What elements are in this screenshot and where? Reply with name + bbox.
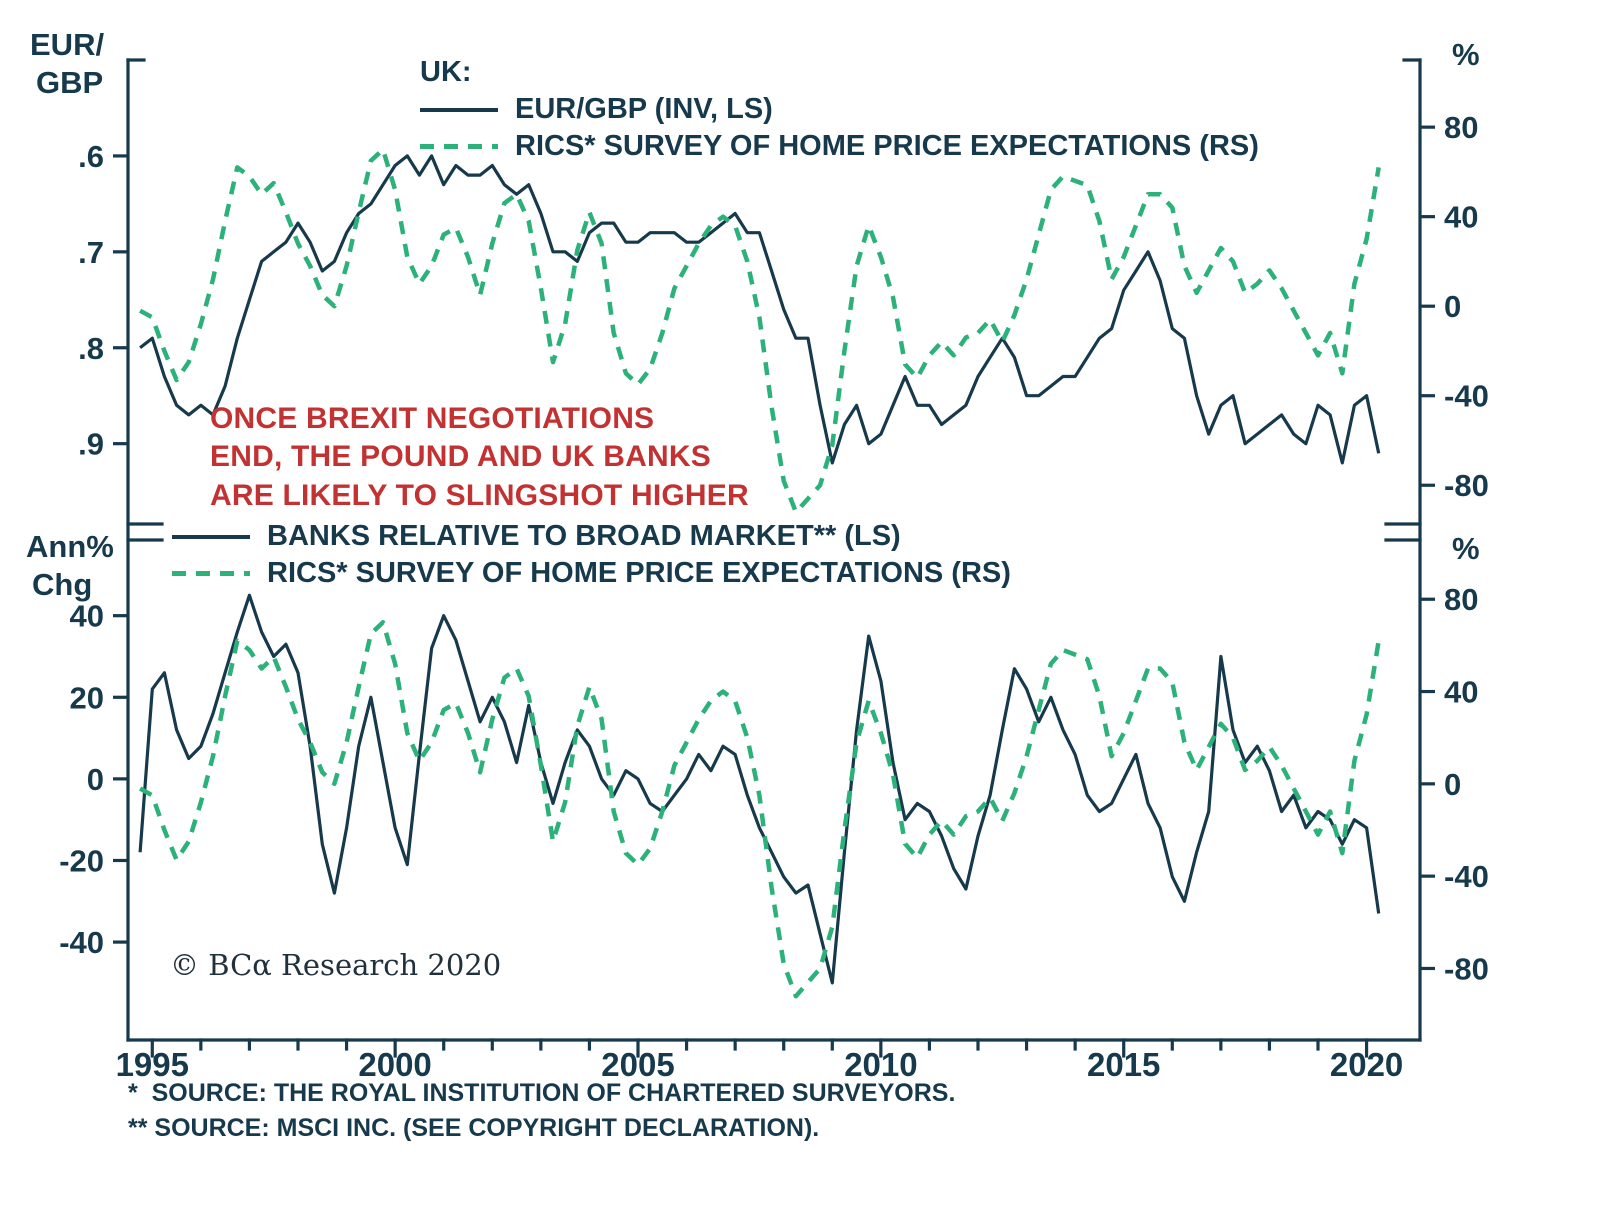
solid-line-swatch bbox=[172, 534, 250, 539]
legend-label: RICS* SURVEY OF HOME PRICE EXPECTATIONS … bbox=[515, 130, 1259, 162]
rics-line-top bbox=[139, 147, 1381, 515]
x-axis-label: 2020 bbox=[1330, 1046, 1403, 1083]
axis-unit-line: Ann% bbox=[26, 529, 114, 564]
eur-gbp-line bbox=[139, 154, 1381, 465]
legend-row-rics-top: RICS* SURVEY OF HOME PRICE EXPECTATIONS … bbox=[420, 128, 1259, 165]
legend-label: BANKS RELATIVE TO BROAD MARKET** (LS) bbox=[267, 520, 901, 552]
solid-line-swatch bbox=[420, 107, 498, 112]
brexit-annotation: ONCE BREXIT NEGOTIATIONS END, THE POUND … bbox=[210, 400, 749, 515]
left-tick-label: 40 bbox=[70, 599, 104, 634]
legend-row-eur-gbp: EUR/GBP (INV, LS) bbox=[420, 91, 1259, 128]
legend-row-banks: BANKS RELATIVE TO BROAD MARKET** (LS) bbox=[172, 518, 1011, 555]
left-tick-label: 0 bbox=[87, 762, 104, 797]
right-tick-label: 80 bbox=[1444, 582, 1478, 617]
left-tick-label: 20 bbox=[70, 680, 104, 715]
axis-unit-line: EUR/ bbox=[30, 27, 105, 62]
left-tick-label: -20 bbox=[59, 843, 104, 878]
left-tick-label: .7 bbox=[78, 235, 104, 270]
dashed-line-swatch bbox=[420, 144, 498, 149]
legend-label: EUR/GBP (INV, LS) bbox=[515, 93, 773, 125]
bottom-legend: BANKS RELATIVE TO BROAD MARKET** (LS) RI… bbox=[172, 518, 1011, 592]
right-tick-label: 40 bbox=[1444, 675, 1478, 710]
right-tick-label: 80 bbox=[1444, 110, 1478, 145]
copyright: © BCα Research 2020 bbox=[170, 948, 502, 982]
bottom-right-axis-unit: % bbox=[1452, 531, 1480, 566]
x-axis-label: 2015 bbox=[1087, 1046, 1160, 1083]
left-tick-label: -40 bbox=[59, 925, 104, 960]
x-axis-label: 2010 bbox=[844, 1046, 917, 1083]
banks-line bbox=[138, 593, 1381, 985]
right-tick-label: -40 bbox=[1444, 379, 1489, 414]
footnotes: * SOURCE: THE ROYAL INSTITUTION OF CHART… bbox=[128, 1076, 955, 1145]
x-axis-label: 1995 bbox=[116, 1046, 189, 1083]
legend-title: UK: bbox=[420, 56, 472, 88]
dashed-line-swatch bbox=[172, 571, 250, 576]
right-tick-label: -80 bbox=[1444, 468, 1489, 503]
top-right-axis-unit: % bbox=[1452, 37, 1480, 72]
left-tick-label: .6 bbox=[78, 139, 104, 174]
rics-line-bottom bbox=[138, 620, 1381, 999]
axis-unit-line: GBP bbox=[36, 64, 104, 100]
annotation-line: ONCE BREXIT NEGOTIATIONS bbox=[210, 402, 655, 435]
annotation-line: END, THE POUND AND UK BANKS bbox=[210, 440, 711, 474]
right-tick-label: 0 bbox=[1444, 767, 1461, 802]
x-axis-label: 2005 bbox=[601, 1046, 674, 1083]
x-axis-label: 2000 bbox=[358, 1046, 431, 1083]
bottom-left-axis-unit: Ann% Chg bbox=[26, 528, 114, 604]
top-legend: UK: EUR/GBP (INV, LS) RICS* SURVEY OF HO… bbox=[420, 54, 1259, 165]
footnote-rics-source: * SOURCE: THE ROYAL INSTITUTION OF CHART… bbox=[128, 1079, 956, 1107]
legend-row-rics-bottom: RICS* SURVEY OF HOME PRICE EXPECTATIONS … bbox=[172, 555, 1011, 592]
right-tick-label: -40 bbox=[1444, 859, 1489, 894]
annotation-line: ARE LIKELY TO SLINGSHOT HIGHER bbox=[210, 478, 749, 512]
top-left-axis-unit: EUR/ GBP bbox=[30, 26, 104, 102]
right-tick-label: 0 bbox=[1444, 289, 1461, 324]
footnote-msci-source: ** SOURCE: MSCI INC. (SEE COPYRIGHT DECL… bbox=[128, 1113, 820, 1142]
left-tick-label: .9 bbox=[78, 427, 104, 462]
left-tick-label: .8 bbox=[78, 331, 104, 366]
right-tick-label: -80 bbox=[1444, 951, 1489, 986]
right-tick-label: 40 bbox=[1444, 200, 1478, 235]
axis-unit-line: Chg bbox=[32, 566, 93, 602]
legend-label: RICS* SURVEY OF HOME PRICE EXPECTATIONS … bbox=[267, 557, 1011, 589]
